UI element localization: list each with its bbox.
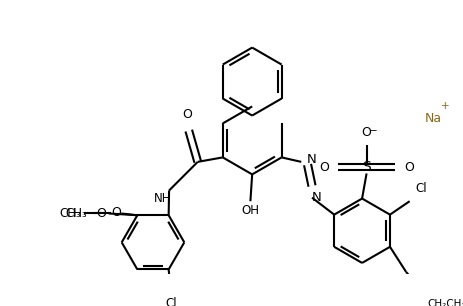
Text: Cl: Cl <box>415 182 426 195</box>
Text: O: O <box>404 161 414 174</box>
Text: OH: OH <box>241 204 259 217</box>
Text: O: O <box>96 207 106 220</box>
Text: CH₃: CH₃ <box>66 207 87 220</box>
Text: O: O <box>111 206 121 219</box>
Text: O: O <box>182 108 192 121</box>
Text: S: S <box>362 160 371 174</box>
Text: CH₃: CH₃ <box>59 207 81 220</box>
Text: Cl: Cl <box>165 297 177 306</box>
Text: N: N <box>312 191 322 204</box>
Text: O: O <box>319 161 329 174</box>
Text: NH: NH <box>153 192 171 205</box>
Text: O: O <box>362 126 371 139</box>
Text: N: N <box>307 153 316 166</box>
Text: +: + <box>441 101 450 111</box>
Text: Na: Na <box>425 112 442 125</box>
Text: −: − <box>369 126 377 136</box>
Text: CH₂CH₃: CH₂CH₃ <box>427 299 463 306</box>
